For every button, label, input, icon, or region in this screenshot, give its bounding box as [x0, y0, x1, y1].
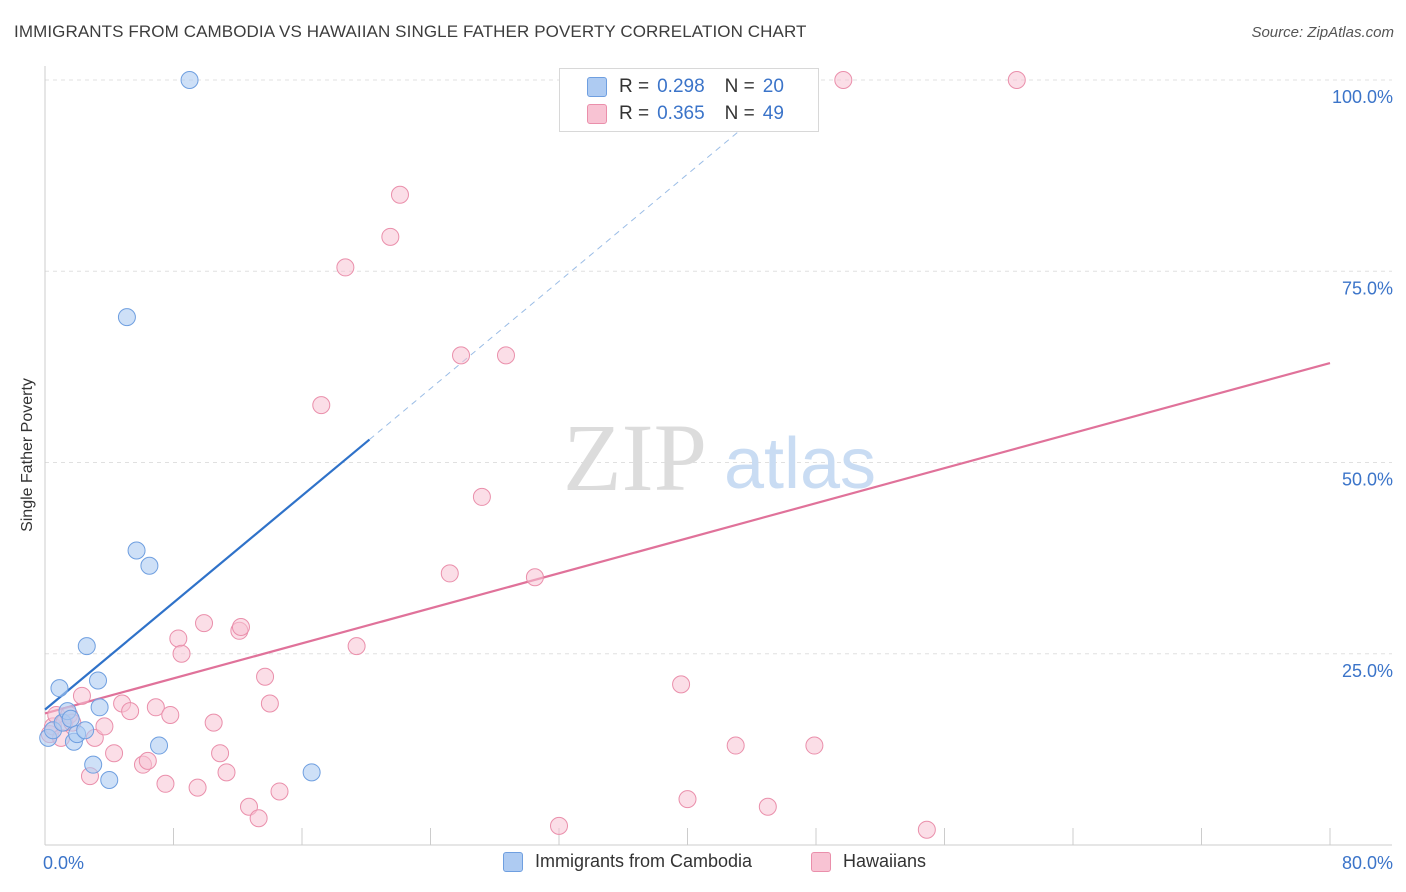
- y-tick-label: 25.0%: [1342, 661, 1393, 681]
- data-points: [39, 71, 1026, 839]
- point-cambodia: [127, 541, 146, 560]
- point-cambodia: [77, 637, 96, 656]
- point-hawaiians: [231, 617, 250, 636]
- point-hawaiians: [146, 698, 165, 717]
- bottom-legend-swatch-blue: [503, 851, 523, 872]
- legend-row-hawaiians: R = 0.365 N = 49: [587, 102, 784, 126]
- gridlines: [45, 79, 1392, 655]
- point-cambodia: [100, 770, 119, 789]
- tick-labels: 25.0% 50.0% 75.0% 100.0% 0.0% 80.0%: [43, 87, 1393, 873]
- watermark: ZIP atlas: [563, 404, 876, 511]
- legend-swatch-pink: [587, 104, 607, 124]
- point-cambodia: [302, 763, 321, 782]
- point-hawaiians: [496, 346, 515, 365]
- point-hawaiians: [211, 744, 230, 763]
- point-hawaiians: [169, 629, 188, 648]
- legend-n-value: 49: [762, 103, 784, 124]
- y-tick-label: 100.0%: [1332, 87, 1393, 107]
- chart-title: IMMIGRANTS FROM CAMBODIA VS HAWAIIAN SIN…: [14, 22, 807, 41]
- point-hawaiians: [805, 736, 824, 755]
- point-hawaiians: [161, 705, 180, 724]
- point-hawaiians: [172, 644, 191, 663]
- point-hawaiians: [525, 568, 544, 587]
- legend-r-label: R =: [619, 76, 650, 97]
- correlation-legend: R = 0.298 N = 20 R = 0.365 N = 49: [559, 68, 819, 132]
- point-hawaiians: [121, 702, 140, 721]
- y-tick-label: 50.0%: [1342, 470, 1393, 490]
- watermark-atlas: atlas: [724, 424, 876, 504]
- point-hawaiians: [672, 675, 691, 694]
- y-tick-label: 75.0%: [1342, 278, 1393, 298]
- point-hawaiians: [472, 487, 491, 506]
- bottom-legend-label: Hawaiians: [843, 851, 927, 871]
- point-hawaiians: [312, 396, 331, 415]
- point-hawaiians: [249, 809, 268, 828]
- source-label: Source: ZipAtlas.com: [1251, 24, 1394, 41]
- watermark-zip: ZIP: [563, 404, 707, 511]
- point-cambodia: [150, 736, 169, 755]
- point-hawaiians: [105, 744, 124, 763]
- legend-row-cambodia: R = 0.298 N = 20: [587, 75, 784, 99]
- point-hawaiians: [256, 667, 275, 686]
- point-hawaiians: [440, 564, 459, 583]
- point-hawaiians: [95, 717, 114, 736]
- legend-n-label: N =: [724, 103, 755, 124]
- bottom-legend-swatch-pink: [811, 851, 831, 872]
- x-tick-label: 80.0%: [1342, 853, 1393, 873]
- point-cambodia: [50, 679, 69, 698]
- point-hawaiians: [260, 694, 279, 713]
- bottom-legend-label: Immigrants from Cambodia: [535, 851, 753, 871]
- point-hawaiians: [917, 820, 936, 839]
- legend-n-label: N =: [724, 76, 755, 97]
- legend-swatch-blue: [587, 77, 607, 97]
- point-hawaiians: [72, 686, 91, 705]
- point-hawaiians: [452, 346, 471, 365]
- point-cambodia: [90, 698, 109, 717]
- point-hawaiians: [217, 763, 236, 782]
- point-hawaiians: [550, 816, 568, 835]
- point-hawaiians: [239, 797, 258, 816]
- point-hawaiians: [204, 713, 223, 732]
- point-hawaiians: [726, 736, 745, 755]
- trend-lines: [44, 125, 1331, 715]
- point-cambodia: [61, 709, 80, 728]
- legend-r-value: 0.298: [657, 76, 705, 97]
- axes: [44, 66, 1392, 846]
- point-hawaiians: [758, 797, 777, 816]
- point-hawaiians: [336, 258, 355, 277]
- bottom-legend-cambodia: Immigrants from Cambodia: [503, 851, 752, 872]
- point-hawaiians: [390, 185, 409, 204]
- point-hawaiians: [138, 751, 157, 770]
- point-hawaiians: [156, 774, 175, 793]
- point-hawaiians: [381, 227, 400, 246]
- point-hawaiians: [195, 614, 214, 633]
- trendline-cambodia-extension: [369, 125, 746, 440]
- point-hawaiians: [270, 782, 289, 801]
- point-hawaiians: [188, 778, 207, 797]
- bottom-legend-hawaiians: Hawaiians: [811, 851, 926, 872]
- point-cambodia: [140, 556, 159, 575]
- x-tick-label: 0.0%: [43, 853, 84, 873]
- point-hawaiians: [347, 637, 366, 656]
- point-cambodia: [84, 755, 103, 774]
- trendline-cambodia: [44, 438, 371, 711]
- point-cambodia: [180, 71, 199, 89]
- legend-n-value: 20: [762, 76, 784, 97]
- point-cambodia: [76, 721, 95, 740]
- legend-r-label: R =: [619, 103, 650, 124]
- point-cambodia: [117, 308, 136, 327]
- legend-r-value: 0.365: [657, 103, 705, 124]
- point-hawaiians: [834, 71, 853, 89]
- point-hawaiians: [1007, 71, 1026, 89]
- point-cambodia: [89, 671, 108, 690]
- point-hawaiians: [678, 790, 697, 809]
- trendline-hawaiians: [44, 361, 1331, 715]
